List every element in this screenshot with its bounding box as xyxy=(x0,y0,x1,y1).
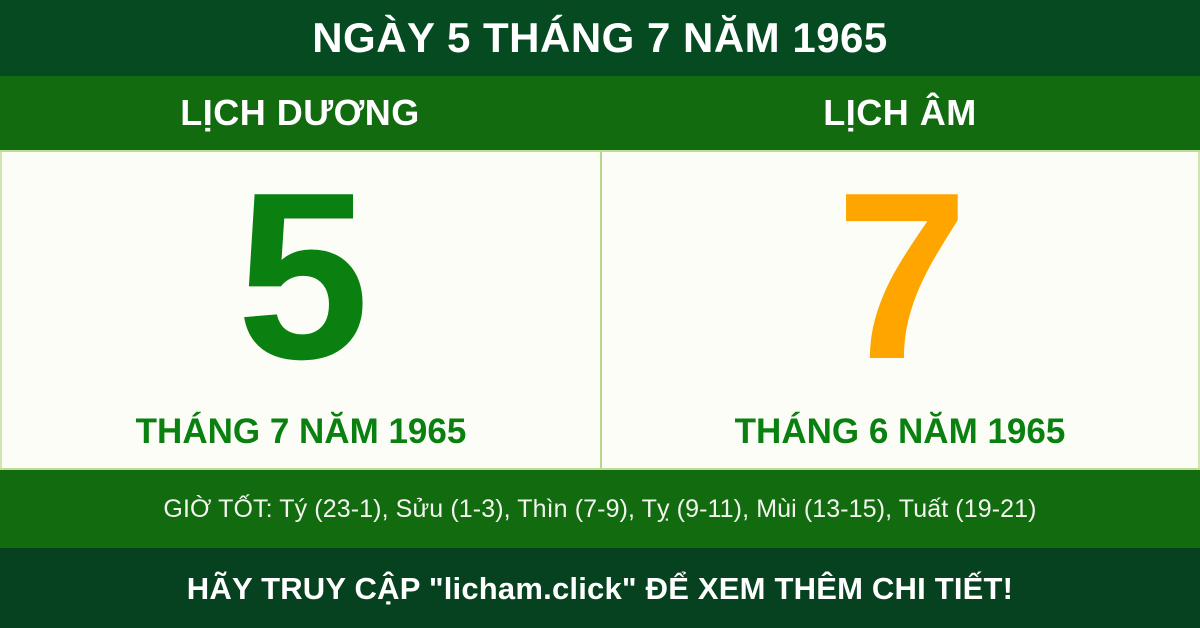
solar-panel: 5 THÁNG 7 NĂM 1965 xyxy=(0,152,600,468)
calendar-panels: 5 THÁNG 7 NĂM 1965 7 THÁNG 6 NĂM 1965 xyxy=(0,150,1200,470)
solar-column-header: LỊCH DƯƠNG xyxy=(0,76,600,150)
lunar-month-year-label: THÁNG 6 NĂM 1965 xyxy=(734,412,1066,451)
footer-bar: HÃY TRUY CẬP "licham.click" ĐỂ XEM THÊM … xyxy=(0,548,1200,628)
solar-day-number: 5 xyxy=(236,144,369,409)
lunar-heading-label: LỊCH ÂM xyxy=(823,92,977,133)
lunar-panel: 7 THÁNG 6 NĂM 1965 xyxy=(600,152,1200,468)
page-title: NGÀY 5 THÁNG 7 NĂM 1965 xyxy=(312,14,888,61)
good-hours-bar: GIỜ TỐT: Tý (23-1), Sửu (1-3), Thìn (7-9… xyxy=(0,470,1200,548)
lunar-column-header: LỊCH ÂM xyxy=(600,76,1200,150)
good-hours-text: GIỜ TỐT: Tý (23-1), Sửu (1-3), Thìn (7-9… xyxy=(163,494,1037,523)
solar-month-year-label: THÁNG 7 NĂM 1965 xyxy=(135,412,467,451)
lunar-day-number: 7 xyxy=(835,144,968,409)
calendar-type-header: LỊCH DƯƠNG LỊCH ÂM xyxy=(0,76,1200,150)
solar-heading-label: LỊCH DƯƠNG xyxy=(180,92,420,133)
header-bar: NGÀY 5 THÁNG 7 NĂM 1965 xyxy=(0,0,1200,76)
footer-promo-text: HÃY TRUY CẬP "licham.click" ĐỂ XEM THÊM … xyxy=(186,570,1014,606)
